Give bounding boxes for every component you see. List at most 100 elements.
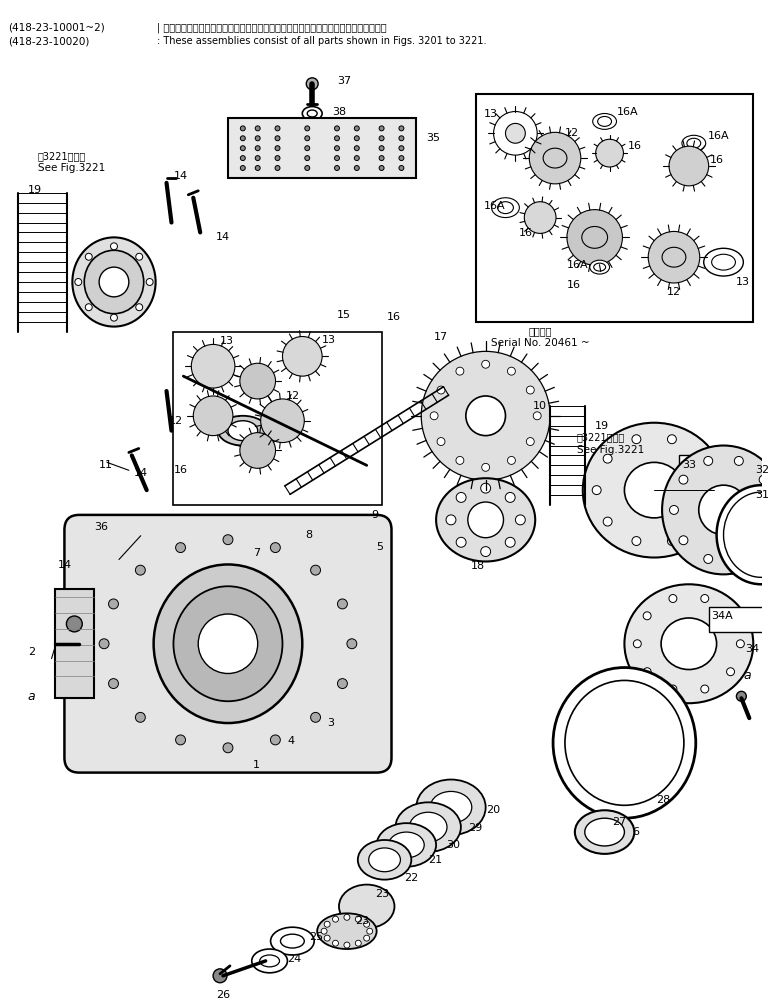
Ellipse shape [368,848,401,872]
Text: 14: 14 [134,469,148,479]
Circle shape [634,640,641,648]
Text: 25: 25 [309,932,323,942]
Ellipse shape [724,492,769,578]
Ellipse shape [624,463,684,518]
Circle shape [271,735,281,745]
Ellipse shape [624,585,754,704]
Circle shape [99,639,109,649]
Ellipse shape [553,667,696,818]
Text: 23: 23 [375,889,389,898]
Text: 38: 38 [332,107,346,117]
Circle shape [456,457,464,465]
Ellipse shape [717,485,769,585]
Text: 第3221図参照: 第3221図参照 [577,432,625,443]
Circle shape [223,743,233,753]
Ellipse shape [699,485,748,534]
Circle shape [321,928,327,934]
Circle shape [175,735,185,745]
Ellipse shape [498,202,514,214]
Ellipse shape [251,949,288,973]
Ellipse shape [662,446,769,575]
Circle shape [399,155,404,160]
Ellipse shape [682,135,706,151]
FancyBboxPatch shape [65,515,391,772]
Circle shape [193,396,233,435]
Circle shape [737,640,744,648]
Text: 8: 8 [305,530,312,539]
Text: See Fig.3221: See Fig.3221 [577,445,644,455]
Circle shape [456,493,466,502]
Circle shape [364,935,370,941]
Text: 34: 34 [745,644,760,654]
Circle shape [305,126,310,131]
Text: 16: 16 [567,280,581,290]
Ellipse shape [711,254,735,270]
Circle shape [135,565,145,576]
Text: 1: 1 [253,760,260,770]
Circle shape [255,126,260,131]
Text: 12: 12 [565,128,579,138]
Circle shape [66,616,82,632]
Text: 31: 31 [755,490,769,500]
Circle shape [481,360,490,368]
Ellipse shape [543,148,567,168]
Ellipse shape [662,247,686,267]
Circle shape [241,126,245,131]
Ellipse shape [594,263,605,271]
Circle shape [526,386,534,394]
Circle shape [508,367,515,375]
Circle shape [335,136,339,141]
Ellipse shape [302,107,322,120]
Ellipse shape [377,824,436,867]
Circle shape [332,940,338,947]
Text: 36: 36 [94,522,108,532]
Text: 16: 16 [387,311,401,322]
Circle shape [305,165,310,170]
Text: 29: 29 [468,824,482,834]
Circle shape [306,78,318,90]
Circle shape [241,165,245,170]
Circle shape [704,457,713,466]
Ellipse shape [339,885,394,928]
Circle shape [255,155,260,160]
Circle shape [255,136,260,141]
Text: 3: 3 [327,718,334,728]
Circle shape [111,314,118,322]
Circle shape [481,483,491,493]
Ellipse shape [308,110,317,117]
Bar [228,119,416,178]
Circle shape [241,155,245,160]
Ellipse shape [154,564,302,723]
Text: 14: 14 [58,559,72,570]
Text: 27: 27 [613,817,627,828]
Circle shape [364,921,370,927]
Text: 35: 35 [426,133,440,143]
Circle shape [335,165,339,170]
Text: 13: 13 [322,335,336,345]
Circle shape [505,537,515,547]
Circle shape [632,434,641,444]
Circle shape [648,232,700,283]
Circle shape [75,278,82,285]
Circle shape [734,457,744,466]
Ellipse shape [575,810,634,854]
Text: 13: 13 [484,109,498,119]
Text: 16: 16 [518,229,532,239]
Circle shape [271,542,281,552]
Circle shape [679,536,688,544]
Circle shape [679,475,688,484]
Text: 32: 32 [755,466,769,476]
Circle shape [355,126,359,131]
Ellipse shape [395,802,461,852]
Circle shape [696,455,705,463]
Ellipse shape [72,237,155,327]
Circle shape [669,595,677,603]
Ellipse shape [593,114,617,129]
Circle shape [529,132,581,183]
Circle shape [399,146,404,150]
Circle shape [592,486,601,495]
Ellipse shape [430,791,472,824]
Circle shape [275,136,280,141]
Circle shape [355,136,359,141]
Circle shape [759,475,768,484]
